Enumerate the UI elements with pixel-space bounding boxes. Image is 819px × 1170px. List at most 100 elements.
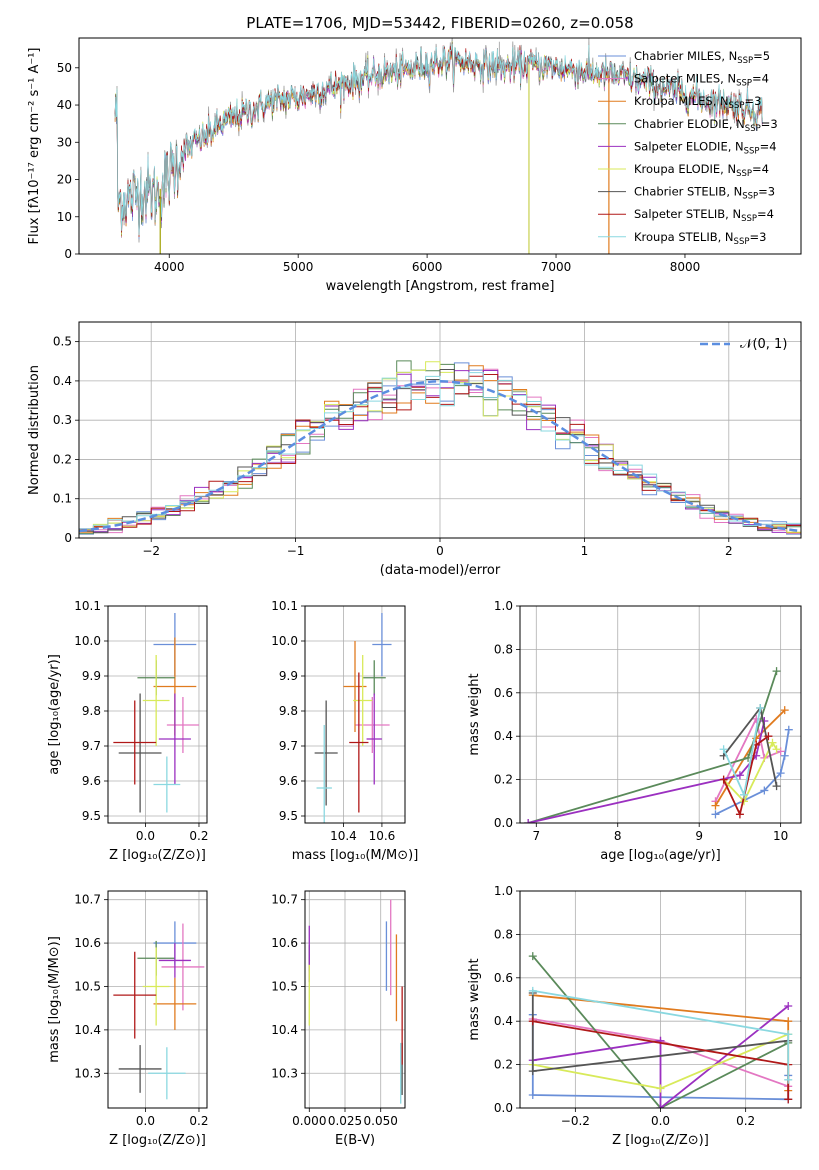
y-axis-label: Flux [fλ10⁻¹⁷ erg cm⁻² s⁻¹ A⁻¹] <box>27 48 42 245</box>
axes-frame <box>107 890 208 1109</box>
series-marker <box>528 1017 537 1026</box>
series-marker <box>772 782 781 791</box>
y-tick-label: 0.5 <box>53 335 72 349</box>
axes-frame <box>304 605 406 824</box>
legend-label: Salpeter MILES, NSSP=4 <box>634 72 769 89</box>
plot-spectrum: 4000 5000 6000 7000 8000 0 10 20 30 40 50 wavelengt… <box>27 37 802 294</box>
legend-label: Chabrier MILES, NSSP=5 <box>634 49 770 66</box>
y-tick-label: 0 <box>64 247 72 261</box>
y-axis-label: mass weight <box>467 958 482 1040</box>
y-tick-label: 9.5 <box>279 809 298 823</box>
y-axis-label: Normed distribution <box>27 365 42 495</box>
x-tick-label: −1 <box>287 544 305 558</box>
series-marker <box>784 1002 793 1011</box>
errorbar-salpeter-miles <box>161 923 205 1011</box>
series-line <box>722 740 778 803</box>
plot-area-weight_vs_Z <box>528 952 793 1108</box>
figure-title: PLATE=1706, MJD=53442, FIBERID=0260, z=0… <box>246 14 633 32</box>
plot-weight_vs_Z: −0.2 0.0 0.2 0.0 0.2 0.4 0.6 0.8 1.0 Z [log₁₀(Z/Z… <box>467 884 802 1148</box>
y-tick-label: 1.0 <box>494 599 513 613</box>
series-marker <box>711 810 720 819</box>
y-tick-label: 0.0 <box>494 1101 513 1115</box>
x-tick-label: 9 <box>695 829 703 843</box>
y-tick-label: 10 <box>57 210 72 224</box>
x-tick-label: −0.2 <box>561 1114 590 1128</box>
y-tick-label: 9.8 <box>279 704 298 718</box>
plot-area-weight_vs_age <box>524 667 793 823</box>
x-axis-label: Z [log₁₀(Z/Z⊙)] <box>109 1133 206 1148</box>
y-tick-label: 10.1 <box>74 599 101 613</box>
series-marker <box>772 667 781 676</box>
errorbar-kroupa-miles <box>153 977 197 1030</box>
legend-label: Salpeter STELIB, NSSP=4 <box>634 207 774 224</box>
plot-area-mass_vs_Z <box>113 921 205 1100</box>
series-line <box>527 670 778 823</box>
y-tick-label: 10.3 <box>271 1066 298 1080</box>
y-tick-label: 0.2 <box>53 452 72 466</box>
y-tick-label: 10.6 <box>74 936 101 950</box>
y-tick-label: 0.1 <box>53 492 72 506</box>
errorbar-kroupa-elodie <box>142 655 170 746</box>
y-tick-label: 0.6 <box>494 686 513 700</box>
legend-label: Chabrier STELIB, NSSP=3 <box>634 185 775 202</box>
y-tick-label: 0.4 <box>53 374 72 388</box>
series-marker <box>784 1017 793 1026</box>
series-line <box>527 720 766 823</box>
series-marker <box>784 1095 793 1104</box>
series-marker <box>784 725 793 734</box>
errorbar-salpeter-elodie <box>158 693 191 785</box>
series-marker <box>528 1090 537 1099</box>
y-tick-label: 10.6 <box>271 936 298 950</box>
series-marker <box>735 810 744 819</box>
errorbar-salpeter-miles <box>355 697 390 753</box>
legend-label: Chabrier ELODIE, NSSP=3 <box>634 117 778 134</box>
series-marker <box>768 738 777 747</box>
x-axis-label: Z [log₁₀(Z/Z⊙)] <box>109 848 206 863</box>
series-line <box>722 735 769 818</box>
errorbar-kroupa-stelib <box>148 1047 186 1100</box>
plot-area-mass_vs_ebv <box>308 899 403 1104</box>
series-marker <box>719 745 728 754</box>
x-tick-label: 7000 <box>541 260 572 274</box>
x-tick-label: 8 <box>614 829 622 843</box>
x-tick-label: 10.4 <box>330 829 357 843</box>
x-tick-label: 0.000 <box>292 1114 326 1128</box>
series-marker <box>528 952 537 961</box>
series-marker <box>784 1075 793 1084</box>
x-tick-label: 4000 <box>154 260 185 274</box>
x-tick-label: 0.050 <box>364 1114 398 1128</box>
errorbar-kroupa-elodie <box>353 655 373 746</box>
series-marker <box>735 771 744 780</box>
y-tick-label: 0.4 <box>494 729 513 743</box>
y-tick-label: 0.2 <box>494 773 513 787</box>
normal-curve <box>79 380 801 533</box>
series-marker <box>784 1030 793 1039</box>
errorbar-chabrier-stelib <box>314 700 338 806</box>
x-axis-label: E(B-V) <box>335 1133 375 1148</box>
legend-label: Kroupa ELODIE, NSSP=4 <box>634 162 769 179</box>
x-tick-label: 8000 <box>670 260 701 274</box>
y-tick-label: 9.5 <box>82 809 101 823</box>
x-tick-label: 0.0 <box>136 829 155 843</box>
y-tick-label: 10.0 <box>271 634 298 648</box>
x-axis-label: (data-model)/error <box>380 563 501 578</box>
y-tick-label: 10.1 <box>271 599 298 613</box>
series-marker <box>656 1104 665 1108</box>
x-axis-label: wavelength [Angstrom, rest frame] <box>326 279 555 294</box>
series-marker <box>764 732 773 741</box>
y-tick-label: 0 <box>64 531 72 545</box>
y-tick-label: 10.7 <box>74 893 101 907</box>
series-marker <box>776 769 785 778</box>
x-axis-label: Z [log₁₀(Z/Z⊙)] <box>612 1133 709 1148</box>
y-tick-label: 10.5 <box>74 979 101 993</box>
x-axis-label: age [log₁₀(age/yr)] <box>600 848 721 863</box>
y-tick-label: 10.7 <box>271 893 298 907</box>
series-marker <box>780 751 789 760</box>
plot-age_vs_mass: 10.4 10.6 9.5 9.6 9.7 9.8 9.9 10.0 10.1 mass [log… <box>271 599 418 863</box>
series-chabrier-miles <box>711 725 793 819</box>
x-tick-label: −2 <box>142 544 160 558</box>
errorbar-salpeter-stelib <box>113 951 157 1039</box>
series-marker <box>780 706 789 715</box>
errorbar-chabrier-stelib <box>118 693 162 813</box>
